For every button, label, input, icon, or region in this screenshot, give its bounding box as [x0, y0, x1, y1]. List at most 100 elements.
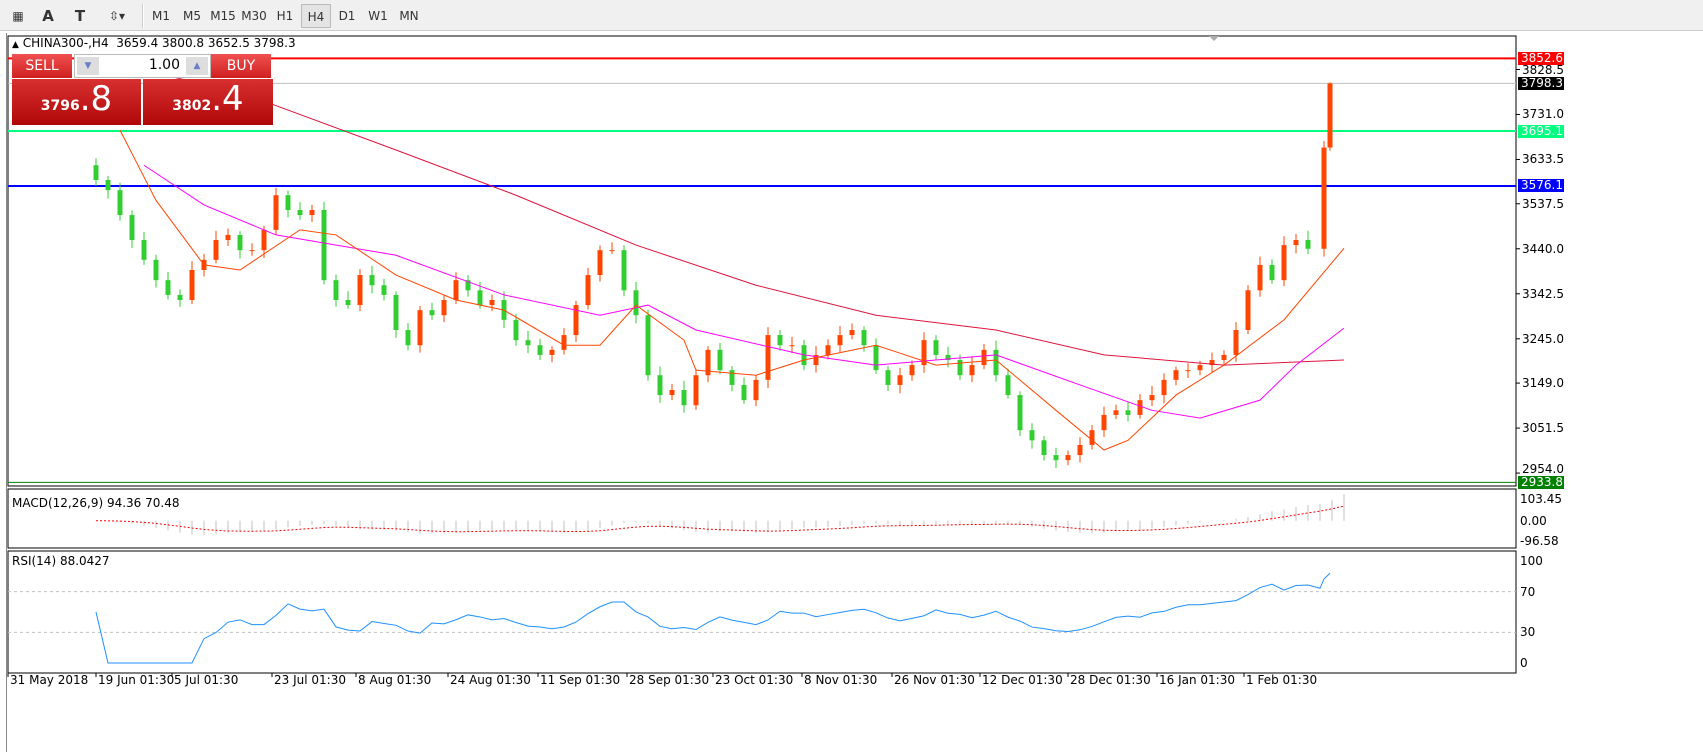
candle-body	[441, 300, 447, 316]
candle-body	[549, 349, 555, 355]
date-tick-label: 16 Jan 01:30	[1159, 673, 1235, 687]
lot-stepper[interactable]: ▼ 1.00 ▲	[74, 54, 211, 78]
candle-body	[969, 365, 975, 376]
candle-body	[117, 190, 123, 216]
timeframe-m1[interactable]: M1	[152, 9, 170, 23]
lot-increase-button[interactable]: ▲	[186, 57, 208, 75]
candle-body	[345, 300, 351, 306]
candle-body	[261, 229, 267, 251]
candle-body	[657, 375, 663, 396]
price-line-label: 2933.8	[1518, 475, 1564, 489]
candle-body	[753, 379, 759, 401]
date-tick-label: 19 Jun 01:30	[98, 673, 175, 687]
candle-body	[921, 340, 927, 366]
candle-body	[789, 345, 795, 347]
candle-body	[525, 340, 531, 346]
timeframe-h4[interactable]: H4	[301, 4, 331, 28]
symbol-label: CHINA300-,H4	[22, 36, 109, 50]
candle-body	[477, 290, 483, 306]
timeframe-m30[interactable]: M30	[241, 9, 267, 23]
date-tick-label: 8 Nov 01:30	[804, 673, 878, 687]
candle-body	[393, 294, 399, 330]
candle-body	[1089, 430, 1095, 445]
candle-body	[1125, 410, 1131, 415]
price-tick-label: 3537.5	[1522, 196, 1564, 211]
date-tick-label: 23 Jul 01:30	[274, 673, 346, 687]
candle-body	[1281, 245, 1287, 281]
collapse-triangle-icon[interactable]: ▲	[12, 40, 19, 50]
candle-body	[1029, 430, 1035, 441]
main-pane-border	[7, 35, 1517, 487]
candle-body	[561, 335, 567, 350]
timeframe-h1[interactable]: H1	[276, 9, 294, 23]
price-tick-label: 3633.5	[1522, 152, 1564, 167]
timeframe-d1[interactable]: D1	[338, 9, 356, 23]
candle-body	[237, 234, 243, 251]
price-line-label: 3695.1	[1518, 124, 1564, 138]
toolbar: ▦ A T ⇳▾ M1 M5 M15 M30 H1 H4 D1 W1 MN	[0, 0, 1703, 31]
candle-body	[705, 349, 711, 376]
date-tick-label: 11 Sep 01:30	[540, 673, 621, 687]
candle-body	[381, 285, 387, 295]
candle-body	[153, 259, 159, 281]
text-icon[interactable]: A	[42, 7, 54, 25]
candle-body	[165, 280, 171, 295]
candle-body	[1149, 395, 1155, 401]
rsi-tick-label: 30	[1520, 625, 1536, 640]
price-tick-label: 2954.0	[1522, 461, 1564, 476]
candle-body	[765, 335, 771, 380]
chart-window[interactable]	[6, 33, 1703, 752]
candle-body	[813, 354, 819, 366]
sell-price[interactable]: 3796.8	[12, 79, 141, 125]
timeframe-m15[interactable]: M15	[210, 9, 236, 23]
ohlc-values: 3659.4 3800.8 3652.5 3798.3	[116, 36, 296, 50]
candle-body	[1269, 264, 1275, 281]
rsi-pane-border	[7, 550, 1517, 674]
candle-body	[297, 210, 303, 216]
buy-price[interactable]: 3802.4	[143, 79, 273, 125]
buy-price-main: 3802	[172, 98, 212, 114]
rsi-tick-label: 0	[1520, 656, 1528, 670]
candle-body	[1173, 370, 1179, 380]
price-line-label: 3852.6	[1518, 51, 1564, 65]
candle-body	[1161, 379, 1167, 396]
candle-body	[537, 345, 543, 355]
rsi-tick-label: 70	[1520, 584, 1536, 599]
candle-body	[1209, 360, 1215, 366]
candle-body	[405, 330, 411, 346]
date-tick-label: 28 Sep 01:30	[629, 673, 710, 687]
candle-body	[945, 354, 951, 360]
candle-body	[933, 340, 939, 355]
candle-body	[465, 280, 471, 291]
candle-body	[897, 375, 903, 385]
candle-body	[129, 215, 135, 240]
candle-body	[489, 300, 495, 306]
timeframe-mn[interactable]: MN	[399, 9, 419, 23]
candle-body	[1221, 354, 1227, 360]
text-label-icon[interactable]: T	[74, 7, 86, 25]
buy-price-pips: .4	[211, 79, 244, 119]
candle-body	[1137, 400, 1143, 415]
candle-body	[573, 305, 579, 336]
candle-body	[1065, 455, 1071, 461]
lot-decrease-button[interactable]: ▼	[77, 57, 99, 75]
candle-body	[957, 360, 963, 376]
candle-body	[885, 370, 891, 385]
candle-body	[621, 250, 627, 291]
timeframe-m5[interactable]: M5	[183, 9, 201, 23]
fibo-grid-icon[interactable]: ▦	[12, 9, 24, 23]
timeframe-w1[interactable]: W1	[368, 9, 388, 23]
date-tick-label: 31 May 2018	[10, 673, 89, 687]
arrows-icon[interactable]: ⇳▾	[108, 9, 126, 23]
candle-body	[861, 330, 867, 346]
buy-button[interactable]: BUY	[211, 54, 271, 78]
candle-body	[993, 349, 999, 376]
candle-body	[285, 195, 291, 210]
sell-button[interactable]: SELL	[12, 54, 72, 78]
macd-tick-label: 0.00	[1520, 513, 1547, 528]
date-tick-label: 28 Dec 01:30	[1070, 673, 1151, 687]
rsi-tick-label: 100	[1520, 554, 1543, 568]
lot-input[interactable]: 1.00	[148, 57, 180, 73]
candle-body	[1293, 240, 1299, 246]
